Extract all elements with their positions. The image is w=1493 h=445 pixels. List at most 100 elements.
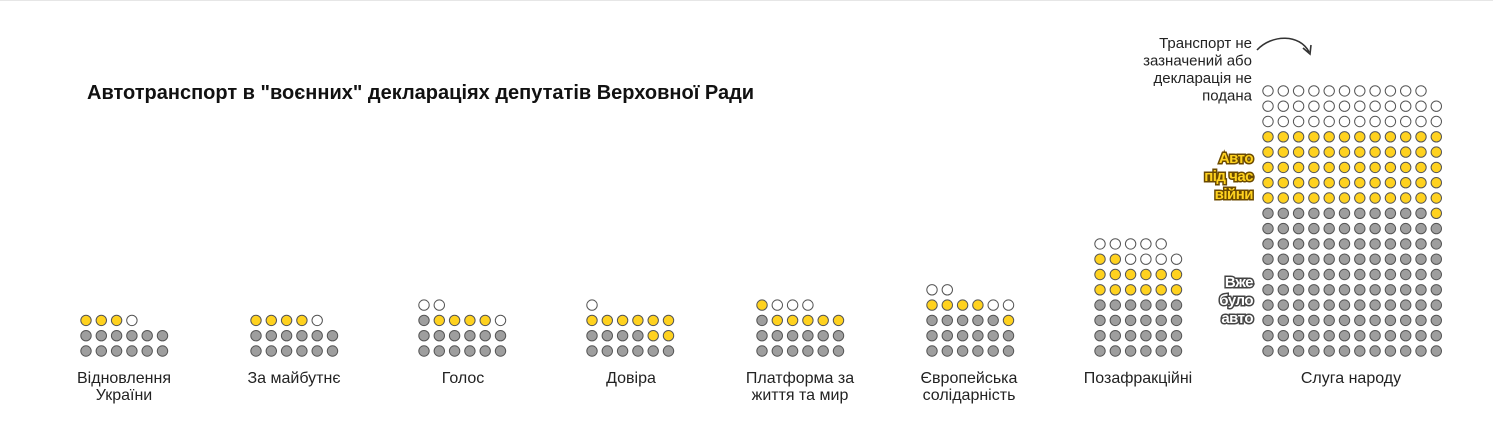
dot-existing bbox=[418, 330, 430, 342]
dot-existing bbox=[1155, 299, 1167, 311]
dot-existing bbox=[1124, 299, 1137, 311]
dot-wartime bbox=[1354, 161, 1366, 174]
dot-existing bbox=[987, 330, 999, 342]
dot-wartime bbox=[1354, 192, 1366, 204]
dot-none bbox=[941, 284, 953, 296]
dot-none bbox=[1170, 253, 1183, 265]
dot-existing bbox=[1415, 222, 1427, 235]
dot-existing bbox=[1262, 345, 1274, 357]
dot-none bbox=[1308, 85, 1320, 97]
dot-existing bbox=[464, 345, 476, 357]
dot-none bbox=[1354, 100, 1366, 112]
dot-existing bbox=[786, 330, 799, 342]
dot-wartime bbox=[647, 314, 659, 327]
dot-wartime bbox=[479, 314, 491, 327]
dot-existing bbox=[1308, 284, 1320, 296]
dot-wartime bbox=[832, 314, 845, 327]
dot-wartime bbox=[1262, 146, 1274, 158]
dot-existing bbox=[1400, 268, 1412, 281]
annotation-arrow bbox=[1256, 37, 1310, 53]
dot-wartime bbox=[1415, 131, 1427, 143]
dot-existing bbox=[1155, 314, 1167, 327]
dot-wartime bbox=[1170, 284, 1183, 296]
dot-existing bbox=[1292, 268, 1305, 281]
dot-existing bbox=[1415, 238, 1427, 250]
dot-existing bbox=[1262, 284, 1274, 296]
dot-existing bbox=[1430, 284, 1443, 296]
dot-wartime bbox=[616, 314, 629, 327]
dot-wartime bbox=[1430, 192, 1443, 204]
dot-existing bbox=[311, 345, 323, 357]
dot-existing bbox=[616, 345, 629, 357]
dot-existing bbox=[1140, 299, 1152, 311]
dot-existing bbox=[1338, 238, 1351, 250]
dot-none bbox=[1384, 115, 1397, 128]
party-label: Платформа за bbox=[746, 370, 854, 387]
dot-none bbox=[1308, 115, 1320, 128]
dot-wartime bbox=[1277, 192, 1290, 204]
party-waffle bbox=[756, 299, 845, 357]
dot-wartime bbox=[1369, 146, 1381, 158]
dot-existing bbox=[1109, 314, 1122, 327]
dot-wartime bbox=[601, 314, 613, 327]
dot-existing bbox=[1277, 284, 1290, 296]
dot-existing bbox=[662, 345, 675, 357]
dot-existing bbox=[1323, 222, 1335, 235]
dot-wartime bbox=[802, 314, 814, 327]
dot-wartime bbox=[1400, 146, 1412, 158]
dot-wartime bbox=[1109, 284, 1122, 296]
dot-none bbox=[1384, 100, 1397, 112]
dot-existing bbox=[1384, 345, 1397, 357]
dot-existing bbox=[1140, 330, 1152, 342]
dot-existing bbox=[1354, 222, 1366, 235]
dot-existing bbox=[817, 345, 829, 357]
dot-existing bbox=[1338, 330, 1351, 342]
dot-wartime bbox=[1354, 177, 1366, 189]
party-waffle bbox=[586, 299, 675, 357]
dot-existing bbox=[1400, 330, 1412, 342]
dot-none bbox=[494, 314, 507, 327]
dot-wartime bbox=[1308, 161, 1320, 174]
chart-title: Автотранспорт в "воєнних" деклараціях де… bbox=[87, 82, 754, 104]
dot-existing bbox=[1323, 284, 1335, 296]
dot-existing bbox=[326, 345, 339, 357]
dot-wartime bbox=[1155, 284, 1167, 296]
dot-wartime bbox=[1400, 192, 1412, 204]
dot-wartime bbox=[662, 330, 675, 342]
dot-wartime bbox=[1323, 177, 1335, 189]
dot-existing bbox=[126, 330, 138, 342]
dot-existing bbox=[771, 330, 783, 342]
dot-existing bbox=[756, 314, 768, 327]
dot-wartime bbox=[1155, 268, 1167, 281]
dot-existing bbox=[1430, 314, 1443, 327]
dot-existing bbox=[1124, 330, 1137, 342]
dot-existing bbox=[987, 314, 999, 327]
dot-wartime bbox=[1124, 284, 1137, 296]
dot-existing bbox=[1002, 330, 1015, 342]
dot-existing bbox=[1400, 222, 1412, 235]
dot-existing bbox=[1124, 345, 1137, 357]
dot-wartime bbox=[1140, 268, 1152, 281]
dot-existing bbox=[1308, 330, 1320, 342]
dot-existing bbox=[1292, 238, 1305, 250]
dot-existing bbox=[1369, 222, 1381, 235]
dot-wartime bbox=[1430, 146, 1443, 158]
dot-wartime bbox=[756, 299, 768, 311]
dot-existing bbox=[1170, 299, 1183, 311]
dot-wartime bbox=[1262, 161, 1274, 174]
dot-existing bbox=[926, 330, 938, 342]
dot-existing bbox=[1354, 314, 1366, 327]
dot-existing bbox=[1292, 222, 1305, 235]
party-waffle bbox=[250, 314, 339, 357]
legend-none-label: Транспорт не bbox=[1159, 35, 1252, 52]
dot-existing bbox=[1369, 268, 1381, 281]
dot-none bbox=[1262, 85, 1274, 97]
dot-wartime bbox=[1124, 268, 1137, 281]
dot-wartime bbox=[1430, 177, 1443, 189]
dot-wartime bbox=[1292, 177, 1305, 189]
dot-existing bbox=[1430, 268, 1443, 281]
dot-existing bbox=[802, 330, 814, 342]
dot-wartime bbox=[972, 299, 984, 311]
dot-existing bbox=[1323, 268, 1335, 281]
dot-existing bbox=[1292, 330, 1305, 342]
